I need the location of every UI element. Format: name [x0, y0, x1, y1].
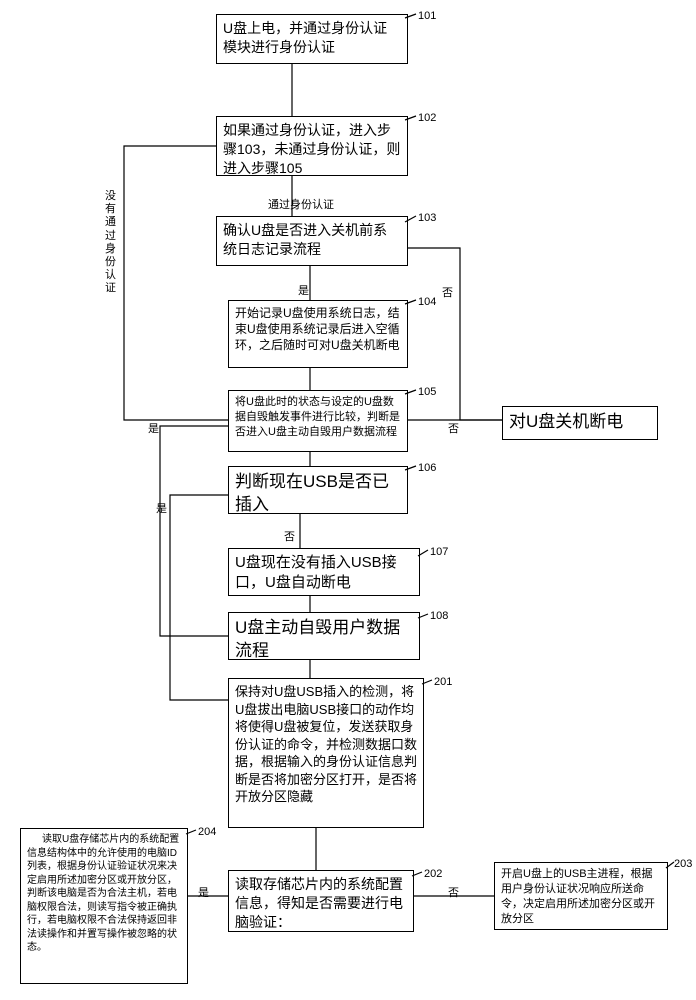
node-201-text: 保持对U盘USB插入的检测，将U盘拔出电脑USB接口的动作均将使得U盘被复位，发…	[235, 684, 417, 804]
step-label-103: 103	[418, 212, 436, 224]
node-202: 读取存储芯片内的系统配置信息，得知是否需要进行电脑验证：	[228, 870, 414, 932]
node-201: 保持对U盘USB插入的检测，将U盘拔出电脑USB接口的动作均将使得U盘被复位，发…	[228, 678, 424, 828]
node-107-text: U盘现在没有插入USB接口，U盘自动断电	[235, 554, 397, 591]
node-204: 读取U盘存储芯片内的系统配置信息结构体中的允许使用的电脑ID列表，根据身份认证验…	[20, 828, 188, 984]
step-label-101: 101	[418, 10, 436, 22]
node-105-text: 将U盘此时的状态与设定的U盘数据自毁触发事件进行比较，判断是否进入U盘主动自毁用…	[235, 396, 400, 438]
step-label-201: 201	[434, 676, 452, 688]
edge-label-yes3: 是	[156, 500, 167, 516]
node-203: 开启U盘上的USB主进程，根据用户身份认证状况响应所送命令，决定启用所述加密分区…	[494, 862, 668, 930]
node-101-text: U盘上电，并通过身份认证模块进行身份认证	[223, 20, 387, 55]
edge-label-no1: 否	[442, 284, 453, 300]
node-106-text: 判断现在USB是否已插入	[235, 472, 389, 514]
step-label-104: 104	[418, 296, 436, 308]
node-108: U盘主动自毁用户数据流程	[228, 612, 420, 660]
step-label-105: 105	[418, 386, 436, 398]
edge-label-yes4: 是	[198, 884, 209, 900]
node-108-text: U盘主动自毁用户数据流程	[235, 618, 400, 660]
step-label-108: 108	[430, 610, 448, 622]
edge-label-yes1: 是	[298, 282, 309, 298]
node-103: 确认U盘是否进入关机前系统日志记录流程	[216, 216, 408, 266]
node-poweroff-text: 对U盘关机断电	[509, 412, 623, 431]
node-105: 将U盘此时的状态与设定的U盘数据自毁触发事件进行比较，判断是否进入U盘主动自毁用…	[228, 390, 408, 452]
node-poweroff: 对U盘关机断电	[502, 406, 658, 440]
edge-label-no4: 否	[448, 884, 459, 900]
node-104-text: 开始记录U盘使用系统日志，结束U盘使用系统记录后进入空循环，之后随时可对U盘关机…	[235, 306, 400, 352]
node-102: 如果通过身份认证，进入步骤103，未通过身份认证，则进入步骤105	[216, 116, 408, 176]
node-104: 开始记录U盘使用系统日志，结束U盘使用系统记录后进入空循环，之后随时可对U盘关机…	[228, 300, 408, 368]
step-label-106: 106	[418, 462, 436, 474]
step-label-204: 204	[198, 826, 216, 838]
node-203-text: 开启U盘上的USB主进程，根据用户身份认证状况响应所送命令，决定启用所述加密分区…	[501, 868, 655, 925]
node-101: U盘上电，并通过身份认证模块进行身份认证	[216, 14, 408, 64]
node-204-text: 读取U盘存储芯片内的系统配置信息结构体中的允许使用的电脑ID列表，根据身份认证验…	[27, 834, 179, 953]
node-102-text: 如果通过身份认证，进入步骤103，未通过身份认证，则进入步骤105	[223, 122, 400, 176]
step-label-102: 102	[418, 112, 436, 124]
step-label-202: 202	[424, 868, 442, 880]
node-202-text: 读取存储芯片内的系统配置信息，得知是否需要进行电脑验证：	[235, 876, 403, 930]
edge-label-yes2: 是	[148, 420, 159, 436]
node-103-text: 确认U盘是否进入关机前系统日志记录流程	[223, 222, 387, 257]
node-106: 判断现在USB是否已插入	[228, 466, 408, 514]
edge-label-pass: 通过身份认证	[268, 196, 334, 212]
step-label-203: 203	[674, 858, 692, 870]
step-label-107: 107	[430, 546, 448, 558]
edge-label-no2: 否	[448, 420, 459, 436]
edge-label-fail: 没有通过身份认证	[105, 190, 119, 296]
edge-label-no3: 否	[284, 528, 295, 544]
node-107: U盘现在没有插入USB接口，U盘自动断电	[228, 548, 420, 596]
